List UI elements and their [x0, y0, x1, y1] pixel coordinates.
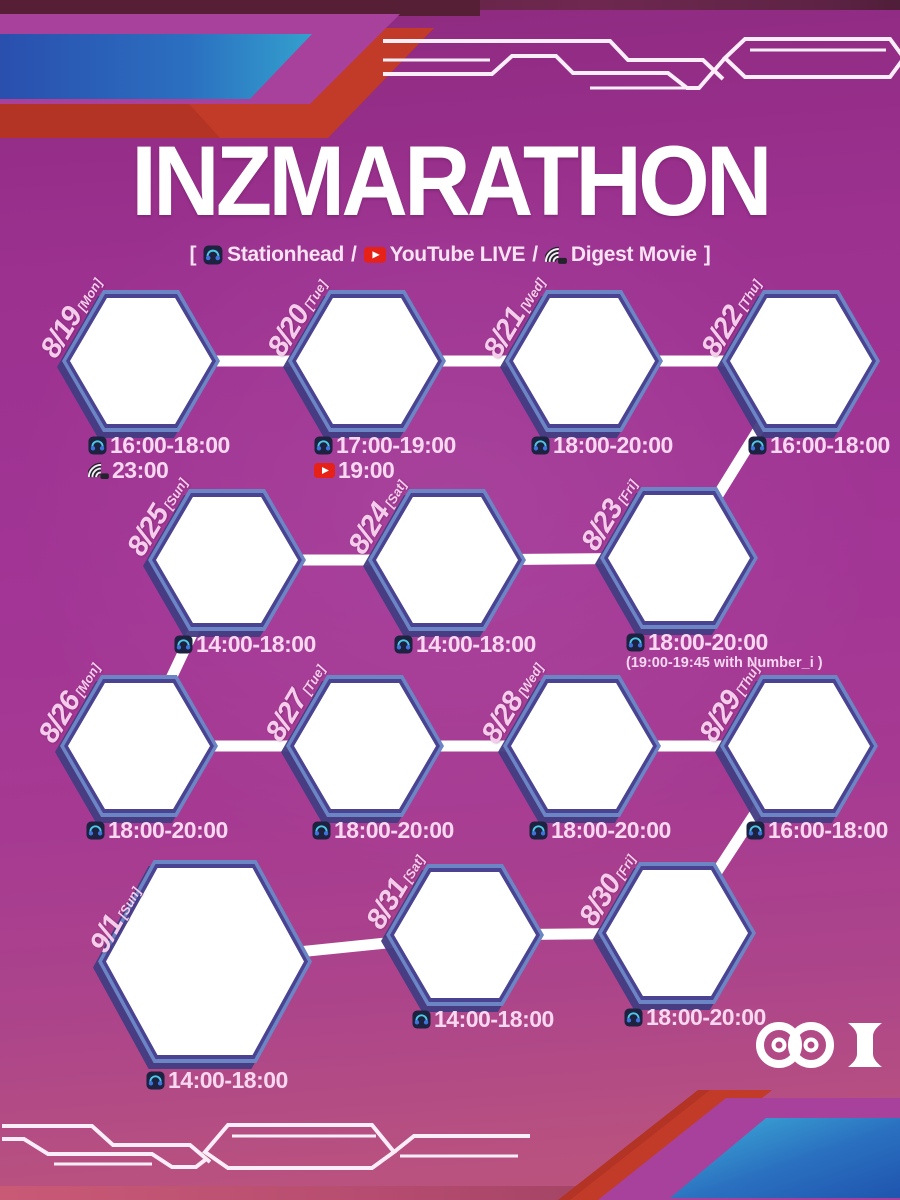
- time-list: 14:00-18:00: [174, 632, 316, 657]
- platform-item: YouTube LIVE: [363, 243, 526, 267]
- time-list: 18:00-20:00: [624, 1005, 766, 1030]
- time-entry: 16:00-18:00: [746, 818, 888, 843]
- time-list: 16:00-18:00 23:00: [88, 433, 230, 483]
- time-list: 18:00-20:00 (19:00-19:45 with Number_i ): [626, 630, 823, 671]
- stationhead-icon: [174, 635, 193, 654]
- time-text: 18:00-20:00: [553, 432, 673, 458]
- time-entry: 19:00: [314, 456, 456, 483]
- time-entry: 18:00-20:00: [529, 818, 671, 843]
- time-list: 14:00-18:00: [394, 632, 536, 657]
- time-text: 16:00-18:00: [110, 432, 230, 458]
- platform-list: Stationhead / YouTube LIVE / Digest Movie: [203, 243, 697, 267]
- time-list: 16:00-18:00: [746, 818, 888, 843]
- event-hexagon: 8/25[Sun] 14:00-18:00: [121, 476, 316, 657]
- time-text: 17:00-19:00: [336, 432, 456, 458]
- subtitle-separator: /: [351, 243, 357, 266]
- time-entry: 14:00-18:00: [412, 1007, 554, 1032]
- platform-item: Stationhead: [203, 243, 344, 267]
- time-text: 18:00-20:00: [551, 817, 671, 843]
- time-entry: 14:00-18:00: [174, 632, 316, 657]
- time-text: 14:00-18:00: [196, 631, 316, 657]
- time-text: 18:00-20:00: [646, 1004, 766, 1030]
- time-list: 14:00-18:00: [412, 1007, 554, 1032]
- youtube-icon: [363, 247, 386, 263]
- ini-logo: [756, 1022, 882, 1068]
- time-entry: 18:00-20:00: [86, 818, 228, 843]
- time-text: 14:00-18:00: [416, 631, 536, 657]
- time-entry: 18:00-20:00: [624, 1005, 766, 1030]
- stationhead-icon: [146, 1071, 165, 1090]
- time-entry: 18:00-20:00: [626, 630, 823, 655]
- digest-icon: [88, 462, 109, 479]
- stationhead-icon: [312, 821, 331, 840]
- time-list: 14:00-18:00: [146, 1068, 288, 1093]
- stationhead-icon: [624, 1008, 643, 1027]
- stationhead-icon: [412, 1010, 431, 1029]
- stationhead-icon: [394, 635, 413, 654]
- time-list: 18:00-20:00: [529, 818, 671, 843]
- platform-item: Digest Movie: [544, 243, 697, 267]
- time-entry: 23:00: [88, 456, 230, 483]
- stationhead-icon: [88, 436, 107, 455]
- time-list: 18:00-20:00: [531, 433, 673, 458]
- stationhead-icon: [314, 436, 333, 455]
- time-text: 14:00-18:00: [168, 1067, 288, 1093]
- subtitle-separator: /: [532, 243, 538, 266]
- event-hexagon: 8/27[Tue] 18:00-20:00: [259, 662, 454, 842]
- event-hexagon: 8/19[Mon] 16:00-18:00 23:00: [34, 276, 230, 482]
- time-text: 18:00-20:00: [334, 817, 454, 843]
- youtube-icon: [314, 462, 335, 478]
- time-list: 16:00-18:00: [748, 433, 890, 458]
- time-list: 18:00-20:00: [86, 818, 228, 843]
- time-entry: 16:00-18:00: [88, 433, 230, 458]
- event-hexagon: 8/31[Sat] 14:00-18:00: [360, 853, 554, 1032]
- time-entry: 18:00-20:00: [312, 818, 454, 843]
- time-text: 23:00: [112, 456, 169, 483]
- digest-icon: [544, 246, 567, 264]
- platform-label: Digest Movie: [570, 243, 697, 266]
- stationhead-icon: [746, 821, 765, 840]
- time-text: 16:00-18:00: [768, 817, 888, 843]
- time-text: 16:00-18:00: [770, 432, 890, 458]
- subtitle-open-bracket: [: [189, 243, 197, 266]
- time-text: 14:00-18:00: [434, 1006, 554, 1032]
- time-list: 18:00-20:00: [312, 818, 454, 843]
- event-hexagon: 8/23[Fri] 18:00-20:00 (19:00-19:45 with N…: [575, 477, 823, 670]
- event-hexagon: 8/20[Tue] 17:00-19:00 19:00: [261, 277, 456, 482]
- time-entry: 17:00-19:00: [314, 433, 456, 458]
- platform-label: Stationhead: [227, 243, 345, 266]
- time-entry: 18:00-20:00: [531, 433, 673, 458]
- event-hexagon: 8/24[Sat] 14:00-18:00: [342, 478, 536, 657]
- event-hexagon: 8/30[Fri] 18:00-20:00: [573, 852, 766, 1029]
- stationhead-icon: [531, 436, 550, 455]
- subtitle: [ Stationhead / YouTube LIVE / Digest Movie …: [0, 243, 900, 267]
- time-entry: 16:00-18:00: [748, 433, 890, 458]
- event-hexagon: 8/22[Thu] 16:00-18:00: [695, 277, 890, 457]
- event-hexagon: 8/29[Thu] 16:00-18:00: [693, 662, 888, 842]
- time-text: 19:00: [338, 456, 395, 483]
- stationhead-icon: [86, 821, 105, 840]
- stationhead-icon: [203, 245, 223, 265]
- time-text: 18:00-20:00: [648, 629, 768, 655]
- time-entry: 14:00-18:00: [394, 632, 536, 657]
- event-hexagon: 9/1[Sun] 14:00-18:00: [84, 860, 312, 1092]
- stationhead-icon: [529, 821, 548, 840]
- time-list: 17:00-19:00 19:00: [314, 433, 456, 483]
- event-hexagon: 8/26[Mon] 18:00-20:00: [32, 661, 228, 843]
- event-note: (19:00-19:45 with Number_i ): [626, 654, 823, 671]
- event-hexagon: 8/28[Wed] 18:00-20:00: [475, 661, 671, 843]
- event-hexagon: 8/21[Wed] 18:00-20:00: [477, 276, 673, 458]
- page-title: INZMARATHON: [131, 125, 772, 236]
- time-text: 18:00-20:00: [108, 817, 228, 843]
- stationhead-icon: [626, 633, 645, 652]
- subtitle-close-bracket: ]: [703, 243, 711, 266]
- stationhead-icon: [748, 436, 767, 455]
- time-entry: 14:00-18:00: [146, 1068, 288, 1093]
- platform-label: YouTube LIVE: [389, 243, 526, 266]
